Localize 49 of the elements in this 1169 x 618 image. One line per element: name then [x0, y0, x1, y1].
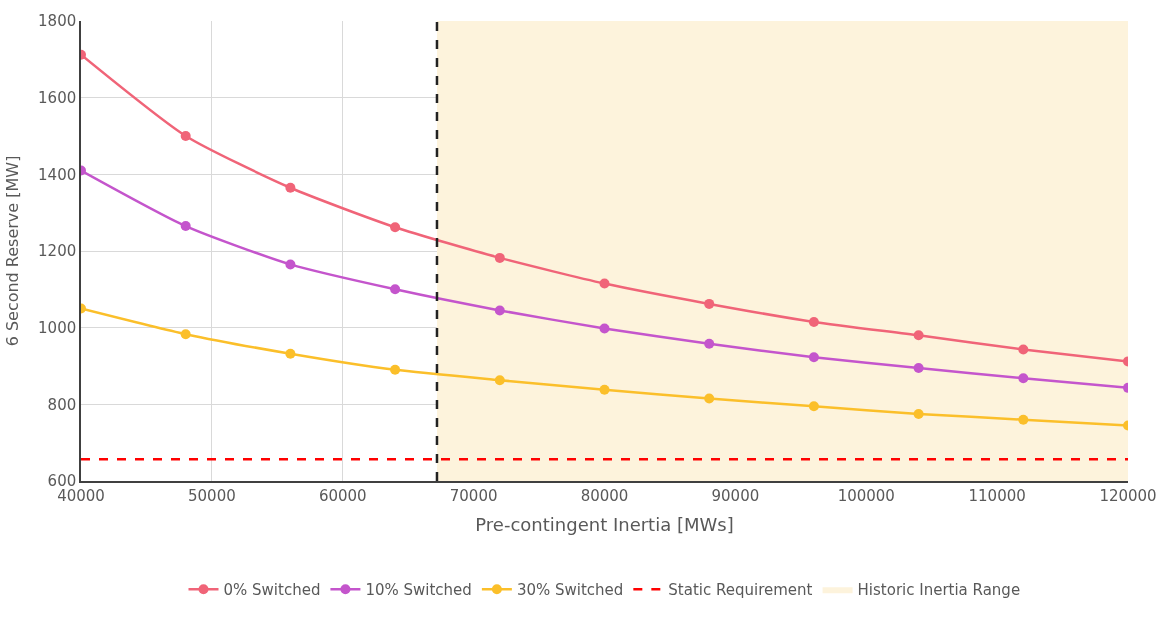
y-tick-label: 800 [47, 395, 77, 414]
point [180, 329, 191, 340]
point [494, 252, 505, 263]
point [913, 408, 924, 419]
point [808, 316, 819, 327]
legend-label: 30% Switched [516, 581, 624, 600]
point [390, 222, 401, 233]
point [913, 362, 924, 373]
y-tick-label: 1000 [38, 318, 77, 337]
point [599, 384, 610, 395]
x-tick-label: 80000 [580, 486, 629, 505]
x-tick-label: 70000 [449, 486, 498, 505]
y-tick-label: 1800 [38, 12, 77, 31]
point [285, 259, 296, 270]
legend-label: 0% Switched [223, 581, 321, 600]
point [913, 330, 924, 341]
y-tick-label: 1400 [38, 165, 77, 184]
point [285, 182, 296, 193]
point [494, 305, 505, 316]
point [180, 131, 191, 141]
point [599, 323, 610, 334]
point [704, 338, 715, 349]
point [1018, 373, 1029, 384]
x-axis-title: Pre-contingent Inertia [MWs] [475, 514, 734, 536]
point [704, 393, 715, 404]
point [808, 352, 819, 363]
legend-label: Static Requirement [668, 581, 813, 600]
point [808, 401, 819, 412]
legend-label: 10% Switched [365, 581, 472, 600]
point [1018, 344, 1029, 355]
point [180, 221, 191, 232]
y-axis-title: 6 Second Reserve [MW] [3, 155, 23, 347]
point [1018, 414, 1029, 425]
x-tick-label: 60000 [318, 486, 367, 505]
x-tick-label: 120000 [1099, 486, 1157, 505]
point [390, 284, 401, 295]
point [494, 375, 505, 386]
point [390, 364, 401, 375]
point [285, 348, 296, 359]
x-tick-label: 50000 [188, 486, 236, 505]
x-tick-label: 90000 [711, 486, 760, 505]
x-tick-label: 110000 [968, 486, 1026, 505]
x-tick-label: 40000 [57, 486, 105, 505]
x-tick-label: 100000 [837, 486, 895, 505]
point [599, 278, 610, 289]
legend-label: Historic Inertia Range [857, 581, 1021, 600]
point [704, 298, 715, 309]
y-tick-label: 1200 [38, 242, 77, 261]
y-tick-label: 1600 [38, 88, 77, 107]
